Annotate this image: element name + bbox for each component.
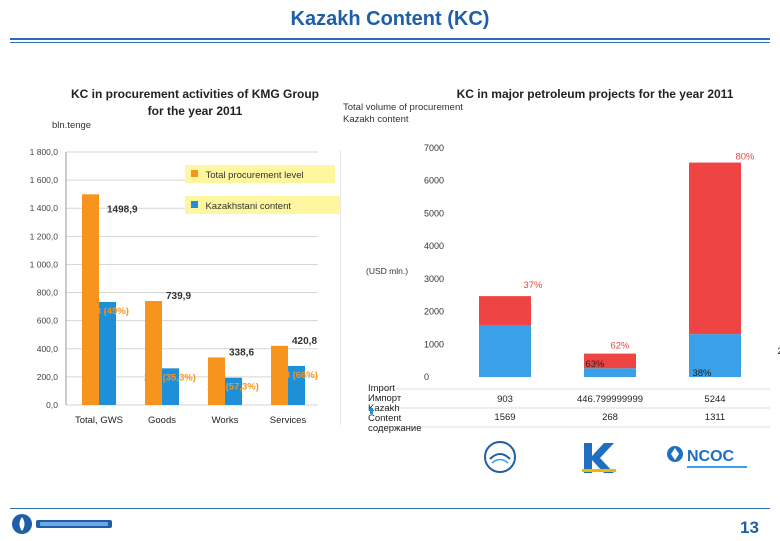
left-chart-title-line2: for the year 2011 xyxy=(147,104,243,118)
y-tick-label: 200,0 xyxy=(37,372,59,382)
company-logo-ncoc: NCOC xyxy=(665,442,755,476)
x-category-label: Goods xyxy=(148,415,176,426)
right-chart-subtitle-line2: Kazakh content xyxy=(343,114,409,125)
bar-kaz-content xyxy=(288,365,305,405)
legend-total-swatch xyxy=(191,170,198,177)
table-kaz-value: 1311 xyxy=(705,412,725,423)
legend-total-row: Total procurement level xyxy=(185,165,335,183)
x-category-label: Works xyxy=(212,415,239,426)
right-chart-subtitle-line1: Total volume of procurement xyxy=(343,102,463,113)
y-tick-label: 0,0 xyxy=(46,400,58,410)
table-import-value: 903 xyxy=(497,394,513,405)
table-kaz-value: 268 xyxy=(602,412,618,423)
table-kaz-label: Kazakh xyxy=(368,403,400,414)
bar-kaz-content xyxy=(162,368,179,405)
table-kaz-label-ru: содержание xyxy=(368,423,422,434)
bar-kaz-content xyxy=(225,377,242,405)
right-chart-title: KC in major petroleum projects for the y… xyxy=(456,87,734,101)
kmg-wordmark xyxy=(36,516,114,532)
right-stacked-chart: 0 1000 2000 3000 4000 5000 6000 7000 903 1569 446.… xyxy=(340,143,780,428)
x-category-label: Total, GWS xyxy=(75,415,123,426)
kaz-value-label: 261 (35,3%) xyxy=(144,372,196,383)
bar-kaz-content xyxy=(689,334,741,377)
bar-total xyxy=(82,194,99,405)
bar-total xyxy=(208,357,225,405)
total-value-label: 1498,9 xyxy=(107,204,138,215)
legend-kaz-row: Kazakhstani content xyxy=(185,196,340,214)
kmg-logo-icon xyxy=(10,512,34,536)
x-category-label: Services xyxy=(270,415,307,426)
left-chart-title-line1: KC in procurement activities of KMG Grou… xyxy=(70,87,320,101)
kaz-value-label: 278 (66%) xyxy=(274,370,318,381)
bar-import xyxy=(689,162,741,335)
title-rule-top xyxy=(10,38,770,40)
bar-total xyxy=(145,301,162,405)
svg-text:NCOC: NCOC xyxy=(687,448,735,465)
y-tick-label: 1 200,0 xyxy=(30,231,59,241)
bar-import xyxy=(479,296,531,326)
legend-kaz-swatch xyxy=(191,201,198,208)
y-tick-label: 2000 xyxy=(424,307,444,317)
footer-rule xyxy=(10,508,770,509)
import-pct-label: 37% xyxy=(523,280,543,291)
y-tick-label: 7000 xyxy=(424,143,444,153)
import-pct-label: 80% xyxy=(735,152,755,163)
total-value-label: 420,8 xyxy=(292,336,317,347)
y-tick-label: 3000 xyxy=(424,274,444,284)
bar-kaz-content xyxy=(584,368,636,377)
table-row-labels: Import Импорт Kazakh Content содержание xyxy=(368,384,422,434)
left-chart-unit: bln.tenge xyxy=(52,120,92,131)
left-chart-title: KC in procurement activities of KMG Grou… xyxy=(50,86,340,120)
bar-kaz-content xyxy=(479,325,531,377)
y-tick-label: 1 800,0 xyxy=(30,147,59,157)
legend-total-label: Total procurement level xyxy=(205,170,304,181)
kaz-pct-label: 38% xyxy=(692,368,712,379)
y-tick-label: 600,0 xyxy=(37,316,59,326)
table-import-label: Import xyxy=(368,383,395,394)
y-tick-label: 1 000,0 xyxy=(30,259,59,269)
title-rule-bottom xyxy=(10,42,770,43)
table-kaz-swatch xyxy=(370,408,373,414)
company-logo-ncoc-graphic: NCOC xyxy=(667,446,747,468)
y-tick-label: 5000 xyxy=(424,208,444,218)
company-logo-k xyxy=(578,440,620,476)
y-tick-label: 1 400,0 xyxy=(30,203,59,213)
y-tick-label: 4000 xyxy=(424,241,444,251)
y-tick-label: 800,0 xyxy=(37,288,59,298)
table-import-value: 446.799999999 xyxy=(577,394,643,405)
table-import-label-ru: Импорт xyxy=(368,393,402,404)
total-value-label: 739,9 xyxy=(166,291,191,302)
bar-total xyxy=(271,345,288,405)
total-value-label: 338,6 xyxy=(229,347,254,358)
right-chart-subtitle: Total volume of procurement Kazakh conte… xyxy=(343,102,463,126)
bar-kaz-content xyxy=(99,301,116,405)
company-logo-circle-graphic xyxy=(484,441,516,473)
y-tick-label: 400,0 xyxy=(37,344,59,354)
kaz-value-label: 733 (49%) xyxy=(85,306,129,317)
kaz-pct-label: 20% xyxy=(777,346,780,357)
table-kaz-value: 1569 xyxy=(494,412,515,423)
table-kaz-label2: Content xyxy=(368,413,402,424)
table-import-value: 5244 xyxy=(704,394,725,405)
company-logo-circle xyxy=(483,440,517,474)
right-chart-unit: (USD mln.) xyxy=(366,266,409,276)
company-logo-k-graphic xyxy=(582,443,616,473)
kmg-wordmark-graphic xyxy=(36,520,112,528)
page-number: 13 xyxy=(740,518,759,537)
page-title: Kazakh Content (KC) xyxy=(290,8,490,30)
kaz-value-label: 194 (57,3%) xyxy=(207,382,259,393)
import-pct-label: 62% xyxy=(610,341,630,352)
left-bar-chart: 0,0 200,0 400,0 600,0 800,0 1 000,0 1 200,0 1 4… xyxy=(30,147,318,426)
kaz-pct-label: 63% xyxy=(585,359,605,370)
y-tick-label: 1 600,0 xyxy=(30,175,59,185)
y-tick-label: 6000 xyxy=(424,176,444,186)
y-tick-label: 1000 xyxy=(424,339,444,349)
bar-import xyxy=(584,353,636,369)
legend-kaz-label: Kazakhstani content xyxy=(205,201,292,212)
kmg-logo-icon-graphic xyxy=(12,514,32,534)
y-tick-label: 0 xyxy=(424,372,429,382)
